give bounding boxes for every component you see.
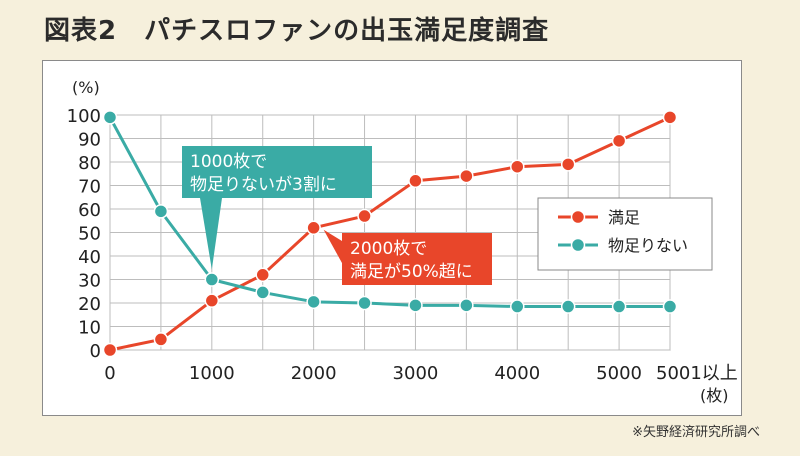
annotation-text: 2000枚で (350, 239, 427, 259)
y-tick-label: 10 (78, 318, 101, 339)
data-point (306, 294, 321, 310)
y-axis-unit: (%) (72, 78, 100, 97)
data-point (255, 267, 270, 283)
x-tick-label: 2000 (291, 363, 337, 384)
data-point (102, 342, 118, 358)
x-tick-label: 3000 (393, 363, 439, 384)
legend-marker (570, 209, 586, 225)
data-point (459, 168, 474, 184)
annotation-text: 物足りないが3割に (190, 175, 337, 195)
x-tick-label: 4000 (494, 363, 540, 384)
data-point (510, 159, 525, 174)
data-point (611, 133, 627, 149)
x-tick-label: 0 (104, 363, 115, 384)
x-tick-label: 5000 (596, 363, 642, 384)
annotation-box (342, 233, 492, 285)
legend-label: 物足りない (608, 236, 688, 255)
data-point (408, 173, 423, 189)
y-tick-label: 70 (78, 177, 101, 198)
y-tick-label: 60 (78, 200, 101, 221)
data-point (357, 295, 372, 311)
x-axis-unit: (枚) (700, 386, 729, 405)
y-tick-label: 30 (78, 271, 101, 292)
data-point (102, 110, 118, 125)
data-point (408, 298, 423, 313)
annotation-pointer (323, 229, 342, 263)
y-tick-label: 20 (78, 294, 101, 315)
data-point (255, 285, 270, 300)
annotation-box (182, 146, 372, 198)
data-point (510, 299, 525, 314)
data-point (153, 204, 169, 219)
data-point (611, 299, 627, 314)
data-point (560, 157, 576, 172)
data-point (204, 272, 220, 287)
y-tick-label: 50 (78, 224, 101, 245)
data-point (153, 332, 169, 347)
y-tick-label: 40 (78, 247, 101, 268)
data-point (560, 299, 576, 314)
annotation-pointer (200, 198, 222, 270)
y-tick-label: 0 (90, 341, 101, 362)
data-point (357, 208, 372, 224)
series-line (108, 116, 670, 309)
y-tick-label: 80 (78, 153, 101, 174)
chart-title: 図表2 パチスロファンの出玉満足度調査 (44, 16, 550, 46)
x-tick-label: 5001以上 (656, 363, 738, 384)
data-point (306, 220, 321, 236)
annotation-text: 満足が50%超に (350, 262, 473, 282)
legend-box (537, 197, 713, 271)
source-note: ※矢野経済研究所調べ (632, 425, 760, 440)
y-tick-label: 90 (78, 130, 101, 151)
legend-label: 満足 (608, 208, 640, 227)
data-point (662, 299, 678, 314)
data-point (662, 110, 678, 125)
legend-marker (570, 237, 586, 253)
data-point (459, 298, 474, 313)
series-line (109, 115, 671, 352)
data-point (204, 293, 220, 308)
x-tick-label: 1000 (189, 363, 235, 384)
annotation-text: 1000枚で (190, 152, 267, 172)
y-tick-label: 100 (67, 106, 101, 127)
